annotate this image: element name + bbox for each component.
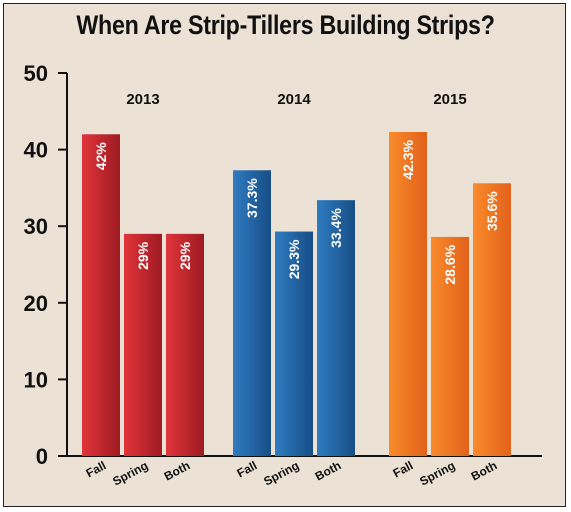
bar [317,200,355,456]
category-label: Both [162,458,193,483]
bar-value-label: 29.3% [286,239,302,279]
category-label: Fall [391,458,416,480]
y-tick-label: 40 [24,138,48,163]
bar [389,131,427,456]
category-label: Both [469,458,500,483]
group-label: 2015 [433,91,466,108]
bar-value-label: 35.6% [484,191,500,231]
bar [82,134,120,456]
chart-title: When Are Strip-Tillers Building Strips? [76,10,495,40]
bar [124,233,162,456]
bar-value-label: 29% [135,241,151,270]
bar-value-label: 33.4% [328,208,344,248]
bar-value-label: 37.3% [244,178,260,218]
category-label: Spring [261,458,301,488]
category-label: Spring [110,458,150,488]
bar [275,231,313,456]
category-label: Fall [84,458,109,480]
bar-value-label: 42.3% [400,139,416,179]
y-tick-label: 30 [24,214,48,239]
y-tick-label: 10 [24,367,48,392]
y-tick-label: 0 [36,444,48,469]
bar [431,236,469,456]
category-label: Spring [417,458,457,488]
bar-value-label: 28.6% [442,244,458,284]
group-label: 2013 [126,91,159,108]
bar [166,233,204,456]
bar [233,170,271,457]
bar-value-label: 29% [177,241,193,270]
bar [473,183,511,456]
y-tick-label: 50 [24,61,48,86]
group-label: 2014 [277,91,311,108]
category-label: Both [313,458,344,483]
y-tick-label: 20 [24,291,48,316]
category-label: Fall [235,458,260,480]
bar-value-label: 42% [93,142,109,171]
